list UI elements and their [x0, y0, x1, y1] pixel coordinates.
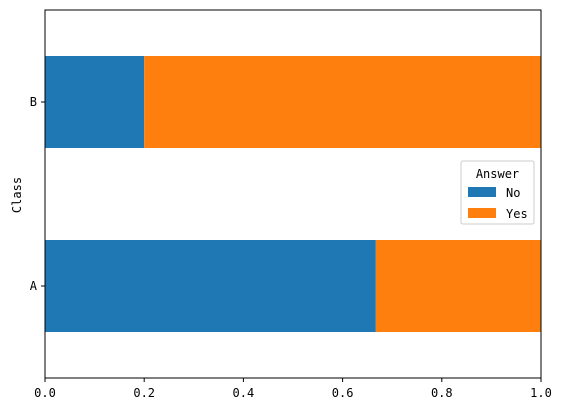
- bar-b-yes: [144, 56, 541, 148]
- legend-swatch-yes: [468, 208, 496, 218]
- bar-a-yes: [375, 240, 541, 332]
- x-axis: 0.0 0.2 0.4 0.6 0.8 1.0: [34, 378, 552, 400]
- bar-a-no: [45, 240, 376, 332]
- legend-swatch-no: [468, 187, 496, 197]
- legend: Answer No Yes: [460, 160, 535, 225]
- x-tick-label: 0.6: [332, 386, 354, 400]
- x-tick-label: 0.0: [34, 386, 56, 400]
- y-tick-label-b: B: [30, 95, 37, 109]
- y-tick-label-a: A: [30, 279, 38, 293]
- legend-label-no: No: [506, 186, 520, 200]
- legend-title: Answer: [476, 167, 519, 181]
- legend-label-yes: Yes: [506, 207, 528, 221]
- plot-frame: [44, 9, 542, 379]
- bars-group: [45, 56, 541, 332]
- bar-b-no: [45, 56, 145, 148]
- y-axis-title: Class: [10, 177, 24, 213]
- x-tick-label: 0.8: [431, 386, 453, 400]
- x-tick-label: 0.4: [233, 386, 255, 400]
- y-axis: AB: [30, 95, 45, 293]
- x-tick-label: 1.0: [530, 386, 552, 400]
- x-tick-label: 0.2: [133, 386, 155, 400]
